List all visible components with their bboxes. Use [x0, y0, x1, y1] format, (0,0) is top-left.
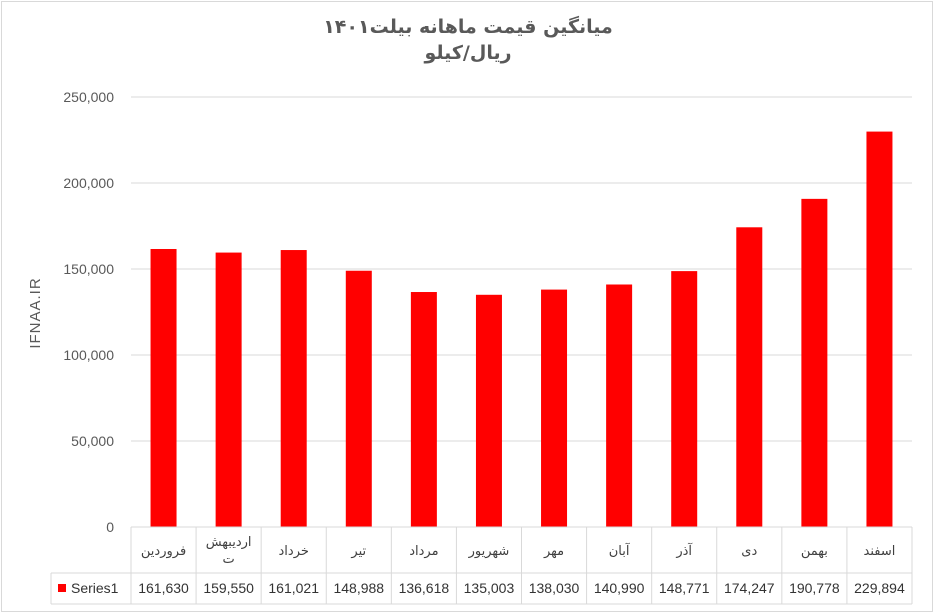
chart-title: میانگین قیمت ماهانه بیلت۱۴۰۱ [323, 16, 613, 38]
bar [541, 289, 568, 527]
gridlines [131, 96, 912, 528]
data-table-value: 148,988 [333, 580, 384, 596]
x-category-label: اسفند [864, 544, 896, 559]
y-axis-label: IFNAA.IR [27, 277, 44, 348]
data-table-value: 159,550 [203, 580, 254, 596]
bar [410, 292, 437, 527]
data-table-value: 190,778 [789, 580, 840, 596]
data-table-value: 161,021 [268, 580, 319, 596]
x-category-label: اردیبهش ت [206, 535, 252, 567]
bar [150, 248, 177, 527]
y-axis-ticks: 0 50,000 100,000 150,000 200,000 250,000 [63, 89, 114, 535]
y-tick-label: 100,000 [63, 347, 114, 363]
y-tick-label: 200,000 [63, 175, 114, 191]
data-table-value: 161,630 [138, 580, 189, 596]
data-table-value: 138,030 [529, 580, 580, 596]
y-tick-label: 50,000 [71, 433, 114, 449]
x-category-label: دی [741, 544, 757, 559]
x-category-label: مهر [543, 544, 564, 559]
data-table: فروردین اردیبهش ت خرداد تیر مرداد شهریور مهر آبا… [50, 526, 913, 605]
data-table-value: 174,247 [724, 580, 775, 596]
bar [736, 227, 763, 527]
bar [671, 271, 698, 527]
x-category-label: آذر [675, 542, 693, 559]
x-category-label: مرداد [409, 544, 438, 559]
data-table-value: 140,990 [594, 580, 645, 596]
bar [345, 270, 372, 527]
data-table-value: 135,003 [464, 580, 515, 596]
x-category-label: آبان [609, 542, 631, 559]
bar [475, 294, 502, 527]
bar [606, 284, 633, 527]
y-tick-label: 250,000 [63, 89, 114, 105]
x-category-label: فروردین [141, 544, 186, 559]
x-category-label: شهریور [468, 544, 510, 559]
data-table-value: 229,894 [854, 580, 905, 596]
bar [866, 131, 893, 527]
x-category-label: بهمن [801, 544, 828, 559]
x-category-label: خرداد [279, 544, 309, 559]
bar [215, 252, 242, 527]
x-category-label: تیر [350, 544, 366, 559]
y-tick-label: 0 [106, 519, 114, 535]
bar [280, 250, 307, 527]
y-tick-label: 150,000 [63, 261, 114, 277]
chart-title-block: میانگین قیمت ماهانه بیلت۱۴۰۱ ریال/کیلو [0, 14, 936, 66]
legend-series-name: Series1 [71, 580, 119, 596]
bars [150, 131, 893, 527]
data-table-value: 148,771 [659, 580, 710, 596]
bar [801, 198, 828, 527]
data-table-value: 136,618 [399, 580, 450, 596]
legend-swatch [58, 584, 66, 592]
chart-subtitle: ریال/کیلو [424, 42, 512, 64]
